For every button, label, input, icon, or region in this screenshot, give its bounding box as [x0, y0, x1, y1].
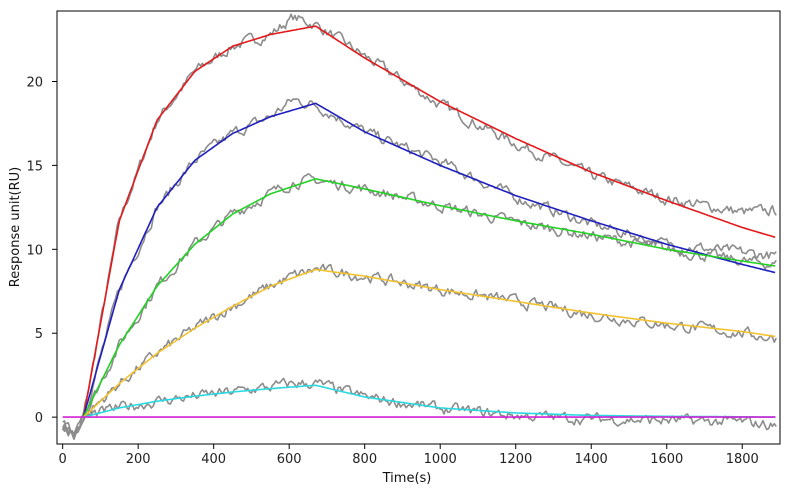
x-tick-label: 400: [201, 452, 226, 467]
x-tick-label: 600: [277, 452, 302, 467]
measured-traces: [61, 13, 777, 441]
y-tick-label: 0: [35, 411, 43, 426]
y-axis-ticks: 0 5 10 15 20: [26, 75, 57, 426]
x-tick-label: 1400: [575, 452, 608, 467]
x-axis-label: Time(s): [382, 471, 432, 486]
x-tick-label: 1200: [499, 452, 532, 467]
y-tick-label: 20: [26, 75, 43, 90]
measured-trace-7: [61, 98, 777, 441]
x-tick-label: 1800: [726, 452, 759, 467]
x-tick-label: 1000: [424, 452, 457, 467]
fit-curve-0: [82, 25, 776, 418]
fit-curves: [62, 25, 776, 418]
x-axis-ticks: 0 200 400 600 800 1000 1200 1400 1600 1800: [59, 444, 759, 467]
x-tick-label: 800: [352, 452, 377, 467]
y-tick-label: 5: [35, 327, 43, 342]
fit-curve-3: [82, 268, 776, 418]
x-tick-label: 200: [126, 452, 151, 467]
fit-curve-1: [82, 102, 776, 418]
measured-trace-9: [62, 263, 777, 435]
fit-curve-2: [82, 178, 776, 418]
x-tick-label: 1600: [650, 452, 683, 467]
y-tick-label: 15: [26, 159, 43, 174]
measured-trace-10: [62, 377, 777, 437]
plot-frame: [56, 10, 781, 445]
measured-trace-6: [61, 13, 777, 437]
measured-trace-8: [62, 173, 777, 438]
y-tick-label: 10: [26, 243, 43, 258]
fit-curve-4: [83, 384, 776, 418]
y-axis-label: Response unit(RU): [8, 167, 23, 287]
x-tick-label: 0: [59, 452, 67, 467]
